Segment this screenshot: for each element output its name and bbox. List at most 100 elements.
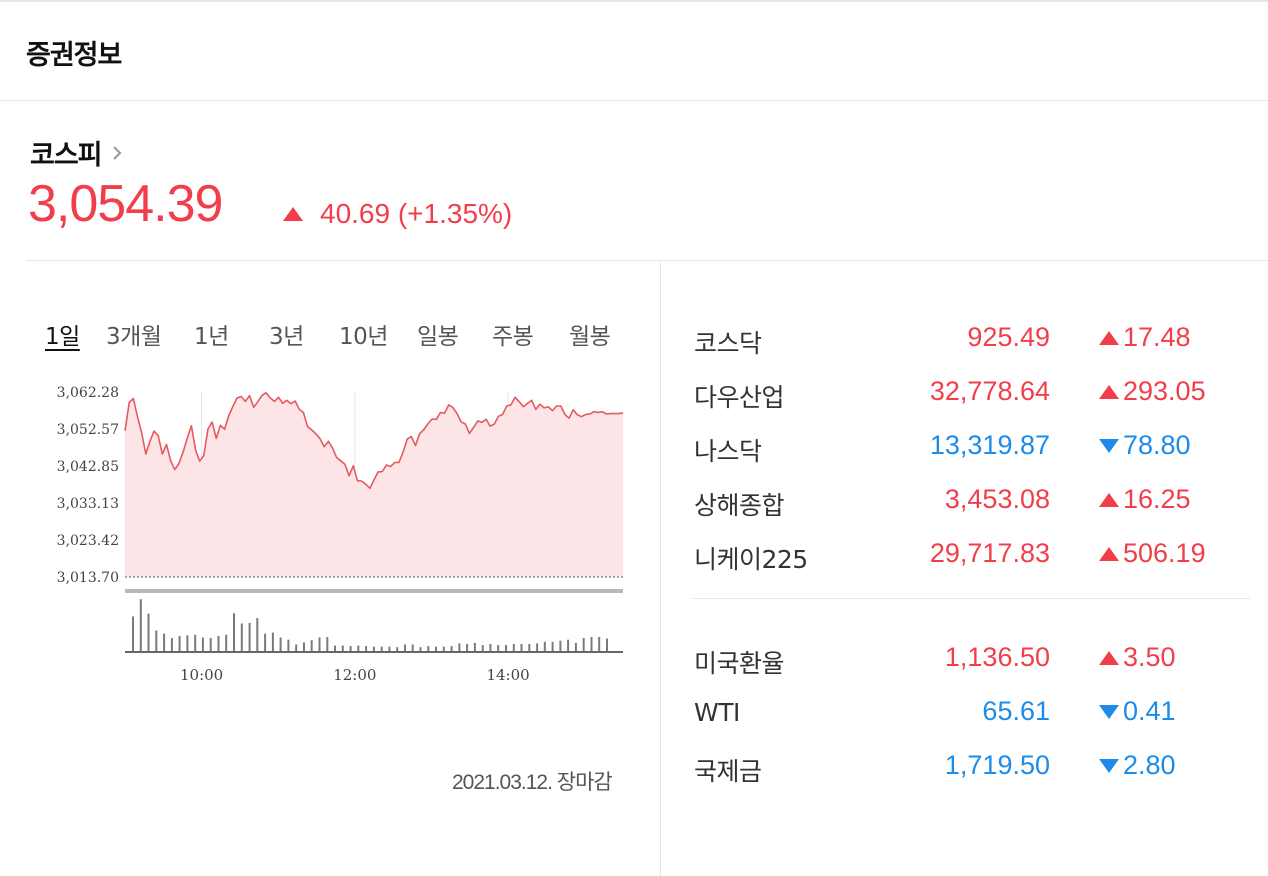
index-value: 3,054.39 (28, 175, 223, 233)
chart-volume-bar (466, 644, 469, 651)
market-row-usd-krw[interactable]: 미국환율 1,136.50 3.50 (694, 638, 1250, 678)
chart-volume-bar (186, 635, 189, 651)
chart-y-tick-label: 3,062.28 (57, 385, 119, 401)
chart-volume-bar (551, 641, 554, 651)
chart-price-line (124, 391, 624, 490)
chart-volume-bar (505, 645, 507, 651)
chart-volume-bar (194, 634, 197, 651)
chart-volume-bar (473, 642, 476, 651)
tab-period-monthly-candle[interactable]: 월봉 (569, 324, 611, 350)
chart-volume-bar (201, 637, 204, 651)
chart-volume-bar (240, 623, 243, 651)
chart-volume-bar (536, 643, 539, 651)
chart-volume-bar (528, 644, 531, 651)
chart-y-tick-label: 3,013.70 (57, 570, 119, 586)
market-price: 1,136.50 (944, 642, 1050, 672)
chart-volume-bar (598, 637, 601, 651)
market-name: 니케이225 (694, 545, 808, 574)
tab-period-daily-candle[interactable]: 일봉 (417, 324, 459, 350)
chart-volume-bar (310, 640, 313, 651)
chart-volume-bar (520, 644, 523, 651)
chart-area-fill (125, 392, 623, 577)
market-row-dow[interactable]: 다우산업 32,778.64 293.05 (694, 372, 1250, 412)
chart-volume-bar (155, 630, 158, 651)
chart-y-tick-label: 3,052.57 (57, 422, 119, 438)
market-row-nasdaq[interactable]: 나스닥 13,319.87 78.80 (694, 426, 1250, 466)
chart-volume-bar (248, 622, 251, 651)
market-row-gold[interactable]: 국제금 1,719.50 2.80 (694, 746, 1250, 786)
market-change: 3.50 (1099, 642, 1176, 673)
down-arrow-icon (1099, 704, 1119, 719)
chart-x-tick-label: 10:00 (180, 666, 223, 684)
chart-volume-bar (132, 616, 134, 651)
vertical-divider (660, 261, 661, 876)
chart-volume-bar (590, 637, 593, 651)
up-arrow-icon (1099, 650, 1119, 665)
horizontal-divider (26, 260, 1268, 261)
tab-period-3m[interactable]: 3개월 (106, 324, 162, 350)
tab-period-10y[interactable]: 10년 (339, 324, 388, 350)
chart-volume-bar (178, 635, 181, 651)
market-name: WTI (694, 698, 740, 727)
chart-volume-bar (279, 637, 282, 651)
market-change: 0.41 (1099, 696, 1176, 727)
market-change: 293.05 (1099, 376, 1206, 407)
chart-volume-bar (233, 613, 235, 651)
market-change-value: 2.80 (1123, 750, 1176, 780)
chart-volume-bar (396, 647, 399, 651)
chart-volume-bar (341, 645, 344, 651)
chart-volume-bar (326, 637, 329, 651)
chart-volume-bar (450, 646, 453, 651)
chart-volume-bar (170, 638, 173, 651)
market-row-nikkei[interactable]: 니케이225 29,717.83 506.19 (694, 534, 1250, 574)
market-name: 미국환율 (694, 649, 785, 678)
index-intraday-chart: 3,062.28 3,052.57 3,042.85 3,033.13 3,023.42… (57, 385, 624, 684)
chart-volume-bar (318, 637, 321, 651)
chart-volume-bar (225, 634, 228, 651)
chart-volume-bar (427, 646, 430, 651)
chart-volume-bar (303, 642, 305, 651)
chart-volume-bar (404, 644, 406, 651)
index-name-link[interactable]: 코스피 (30, 133, 122, 172)
chart-volume-bar (271, 632, 274, 651)
chart-x-tick-label: 14:00 (486, 666, 529, 684)
chart-x-tick-label: 12:00 (333, 666, 376, 684)
market-name: 코스닥 (694, 329, 762, 358)
market-name: 나스닥 (694, 437, 762, 466)
up-arrow-icon (283, 207, 303, 221)
chart-volume-bar (411, 644, 414, 651)
tab-period-1d[interactable]: 1일 (45, 324, 80, 350)
index-change: 40.69 (+1.35%) (283, 198, 512, 230)
tab-period-3y[interactable]: 3년 (269, 324, 304, 350)
market-change: 17.48 (1099, 322, 1191, 353)
chart-volume-bar (380, 646, 383, 651)
chart-y-tick-label: 3,023.42 (57, 533, 119, 549)
chart-y-tick-label: 3,042.85 (57, 459, 119, 475)
market-name: 상해종합 (694, 491, 785, 520)
chart-volume-bar (559, 640, 562, 651)
market-row-shanghai[interactable]: 상해종합 3,453.08 16.25 (694, 480, 1250, 520)
index-name: 코스피 (30, 140, 103, 171)
chart-volume-bar (582, 638, 585, 651)
chart-volume-bar (574, 642, 577, 651)
tab-period-weekly-candle[interactable]: 주봉 (492, 324, 534, 350)
tab-period-1y[interactable]: 1년 (194, 324, 229, 350)
market-change: 506.19 (1099, 538, 1206, 569)
market-change-value: 78.80 (1123, 430, 1191, 460)
down-arrow-icon (1099, 758, 1119, 773)
market-price: 1,719.50 (944, 750, 1050, 780)
index-change-text: 40.69 (+1.35%) (320, 198, 513, 229)
market-row-wti[interactable]: WTI 65.61 0.41 (694, 692, 1250, 732)
chart-volume-bar (512, 644, 515, 651)
market-change-value: 3.50 (1123, 642, 1176, 672)
chart-volume-bar (357, 645, 360, 651)
market-price: 32,778.64 (929, 376, 1050, 406)
market-row-kosdaq[interactable]: 코스닥 925.49 17.48 (694, 318, 1250, 358)
chart-volume-bar (334, 645, 336, 651)
chart-volume-bar (295, 644, 298, 651)
chart-volume-bar (489, 644, 492, 651)
chart-volume-bar (388, 646, 391, 651)
chart-volume-bar (543, 641, 546, 651)
up-arrow-icon (1099, 330, 1119, 345)
chart-volume-bar (435, 646, 437, 651)
